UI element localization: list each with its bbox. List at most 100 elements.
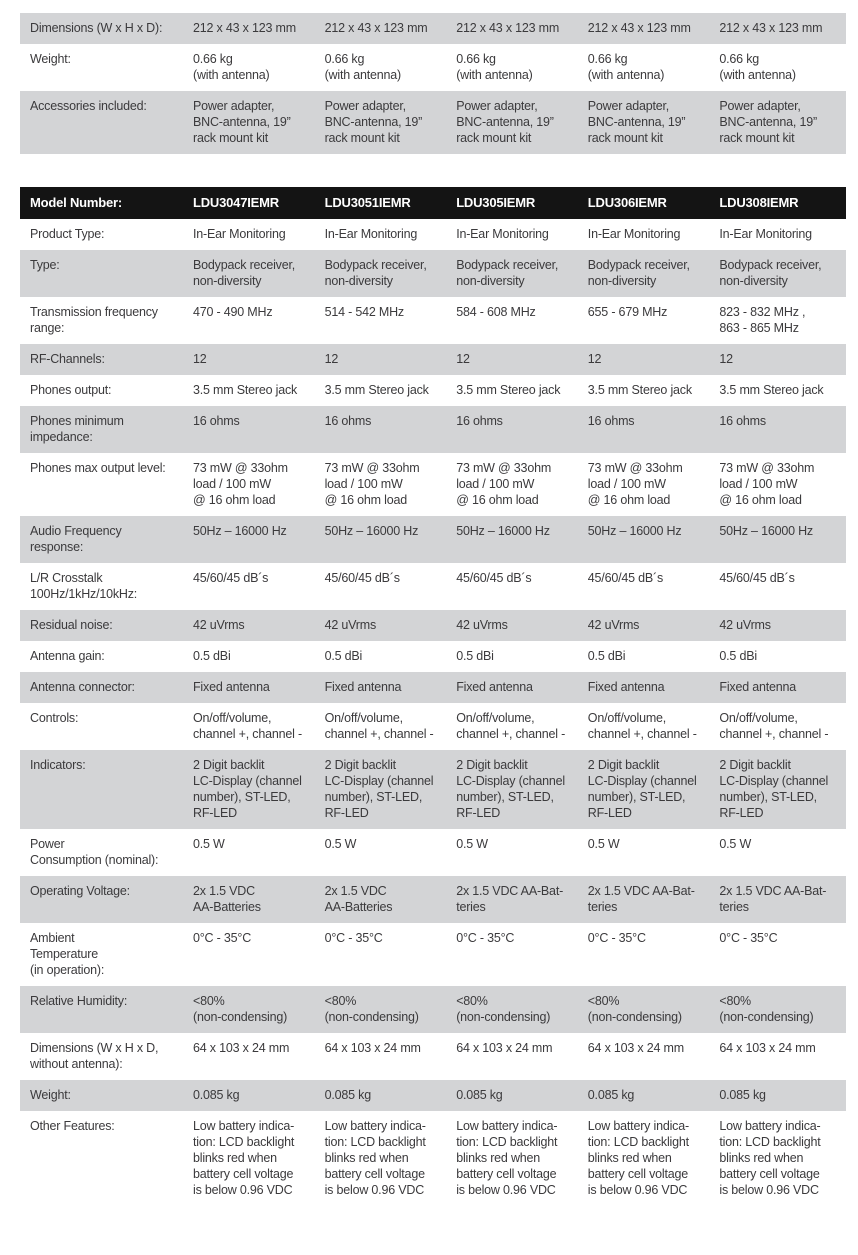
- spec-value: Bodypack receiver, non-diversity: [456, 258, 559, 288]
- spec-label: Phones output:: [30, 383, 112, 397]
- spec-value: 0.5 W: [324, 837, 357, 851]
- spec-value: In-Ear Monitoring: [193, 227, 286, 241]
- table-row: RF-Channels: 12 12 12 12 12: [20, 344, 846, 375]
- spec-value: In-Ear Monitoring: [324, 227, 418, 241]
- spec-value: <80% (non-condensing): [587, 994, 682, 1024]
- spec-value: 0.5 dBi: [324, 649, 363, 663]
- spec-value: Power adapter, BNC-antenna, 19” rack mou…: [193, 99, 291, 145]
- spec-value: Fixed antenna: [456, 680, 533, 694]
- spec-value: 16 ohms: [193, 414, 240, 428]
- spec-label: Accessories included:: [30, 99, 147, 113]
- spec-value: 212 x 43 x 123 mm: [324, 21, 428, 35]
- spec-value: Fixed antenna: [587, 680, 665, 694]
- spec-label: Product Type:: [30, 227, 105, 241]
- spec-value: <80% (non-condensing): [456, 994, 551, 1024]
- spec-value: 470 - 490 MHz: [193, 305, 273, 319]
- spec-value: 0°C - 35°C: [324, 931, 383, 945]
- spec-value: 50Hz – 16000 Hz: [719, 524, 813, 538]
- spec-value: 212 x 43 x 123 mm: [456, 21, 560, 35]
- table-row: Relative Humidity: <80% (non-condensing) <…: [20, 986, 846, 1033]
- spec-label: L/R Crosstalk 100Hz/1kHz/10kHz:: [30, 571, 138, 601]
- model-number-heading: LDU305IEMR: [456, 195, 536, 210]
- spec-value: 2x 1.5 VDC AA-Batteries: [193, 884, 261, 914]
- spec-value: 64 x 103 x 24 mm: [456, 1041, 553, 1055]
- spec-label: Weight:: [30, 52, 71, 66]
- spec-value: 2 Digit backlit LC-Display (channel numb…: [719, 758, 829, 820]
- table-row: Product Type: In-Ear Monitoring In-Ear Mon…: [20, 219, 846, 250]
- spec-value: 12: [456, 352, 470, 366]
- spec-value: 73 mW @ 33ohm load / 100 mW @ 16 ohm loa…: [193, 461, 288, 507]
- spec-value: On/off/volume, channel +, channel -: [587, 711, 697, 741]
- spec-value: 0.085 kg: [587, 1088, 635, 1102]
- spec-label: Weight:: [30, 1088, 71, 1102]
- spec-label: Controls:: [30, 711, 79, 725]
- table-row: Dimensions (W x H x D, without antenna):…: [20, 1033, 846, 1080]
- spec-value: 73 mW @ 33ohm load / 100 mW @ 16 ohm loa…: [456, 461, 552, 507]
- spec-value: Power adapter, BNC-antenna, 19” rack mou…: [324, 99, 423, 145]
- spec-value: 42 uVrms: [456, 618, 508, 632]
- spec-value: 0.66 kg (with antenna): [193, 52, 270, 82]
- spec-value: Bodypack receiver, non-diversity: [193, 258, 296, 288]
- spec-value: 0.5 dBi: [456, 649, 494, 663]
- spec-label: Ambient Temperature (in operation):: [30, 931, 105, 977]
- receiver-general-spec-table: Dimensions (W x H x D): 212 x 43 x 123 mm…: [20, 13, 846, 154]
- spec-label: Power Consumption (nominal):: [30, 837, 159, 867]
- spec-value: 12: [324, 352, 339, 366]
- spec-value: 3.5 mm Stereo jack: [587, 383, 692, 397]
- spec-label: Antenna connector:: [30, 680, 135, 694]
- spec-value: 42 uVrms: [193, 618, 245, 632]
- spec-value: 0.5 W: [193, 837, 225, 851]
- table-row: Dimensions (W x H x D): 212 x 43 x 123 mm…: [20, 13, 846, 44]
- spec-value: Bodypack receiver, non-diversity: [324, 258, 427, 288]
- spec-value: 2x 1.5 VDC AA-Batteries: [324, 884, 393, 914]
- spec-value: 50Hz – 16000 Hz: [587, 524, 682, 538]
- model-number-heading: LDU3051IEMR: [324, 195, 411, 210]
- spec-label: Residual noise:: [30, 618, 113, 632]
- table-row: Indicators: 2 Digit backlit LC-Display (c…: [20, 750, 846, 829]
- spec-value: 514 - 542 MHz: [324, 305, 405, 319]
- spec-value: Low battery indica- tion: LCD backlight …: [324, 1119, 426, 1197]
- spec-label: Phones minimum impedance:: [30, 414, 124, 444]
- table-row: Weight: 0.66 kg (with antenna) 0.66 kg (wi…: [20, 44, 846, 91]
- table-row: Controls: On/off/volume, channel +, chann…: [20, 703, 846, 750]
- spec-value: 0.66 kg (with antenna): [587, 52, 665, 82]
- spec-value: 45/60/45 dB´s: [587, 571, 664, 585]
- spec-value: <80% (non-condensing): [719, 994, 814, 1024]
- spec-label: Antenna gain:: [30, 649, 105, 663]
- model-number-header-row: Model Number: LDU3047IEMR LDU3051IEMR LDU3…: [20, 187, 846, 219]
- spec-value: Low battery indica- tion: LCD backlight …: [193, 1119, 295, 1197]
- spec-value: Low battery indica- tion: LCD backlight …: [456, 1119, 558, 1197]
- spec-value: 3.5 mm Stereo jack: [719, 383, 824, 397]
- spec-value: 16 ohms: [587, 414, 635, 428]
- spec-value: 0.5 dBi: [587, 649, 626, 663]
- spec-value: 584 - 608 MHz: [456, 305, 536, 319]
- spec-value: 2 Digit backlit LC-Display (channel numb…: [456, 758, 565, 820]
- spec-value: On/off/volume, channel +, channel -: [456, 711, 566, 741]
- spec-label: Other Features:: [30, 1119, 115, 1133]
- spec-rows-container: Product Type: In-Ear Monitoring In-Ear Mon…: [20, 219, 846, 1206]
- spec-value: 3.5 mm Stereo jack: [324, 383, 429, 397]
- table-row: Transmission frequency range: 470 - 490 M…: [20, 297, 846, 344]
- spec-value: 50Hz – 16000 Hz: [193, 524, 287, 538]
- spec-value: 0.085 kg: [456, 1088, 503, 1102]
- bodypack-spec-table: Model Number: LDU3047IEMR LDU3051IEMR LDU3…: [20, 187, 846, 1206]
- table-row: L/R Crosstalk 100Hz/1kHz/10kHz: 45/60/45 …: [20, 563, 846, 610]
- spec-label: Phones max output level:: [30, 461, 166, 475]
- spec-value: 73 mW @ 33ohm load / 100 mW @ 16 ohm loa…: [324, 461, 420, 507]
- spec-value: Power adapter, BNC-antenna, 19” rack mou…: [719, 99, 817, 145]
- spec-value: 2x 1.5 VDC AA-Bat- teries: [719, 884, 827, 914]
- spec-value: In-Ear Monitoring: [719, 227, 812, 241]
- spec-value: 16 ohms: [324, 414, 372, 428]
- spec-value: 50Hz – 16000 Hz: [456, 524, 550, 538]
- model-number-header-label: Model Number:: [30, 195, 123, 210]
- spec-value: 12: [193, 352, 207, 366]
- spec-value: 0°C - 35°C: [193, 931, 252, 945]
- spec-value: 3.5 mm Stereo jack: [456, 383, 561, 397]
- spec-value: Low battery indica- tion: LCD backlight …: [587, 1119, 689, 1197]
- table-row: Residual noise: 42 uVrms 42 uVrms 42 uVrms 4…: [20, 610, 846, 641]
- spec-value: 0.66 kg (with antenna): [456, 52, 533, 82]
- spec-label: Transmission frequency range:: [30, 305, 158, 335]
- table-row: Type: Bodypack receiver, non-diversity Bod…: [20, 250, 846, 297]
- spec-value: 45/60/45 dB´s: [324, 571, 400, 585]
